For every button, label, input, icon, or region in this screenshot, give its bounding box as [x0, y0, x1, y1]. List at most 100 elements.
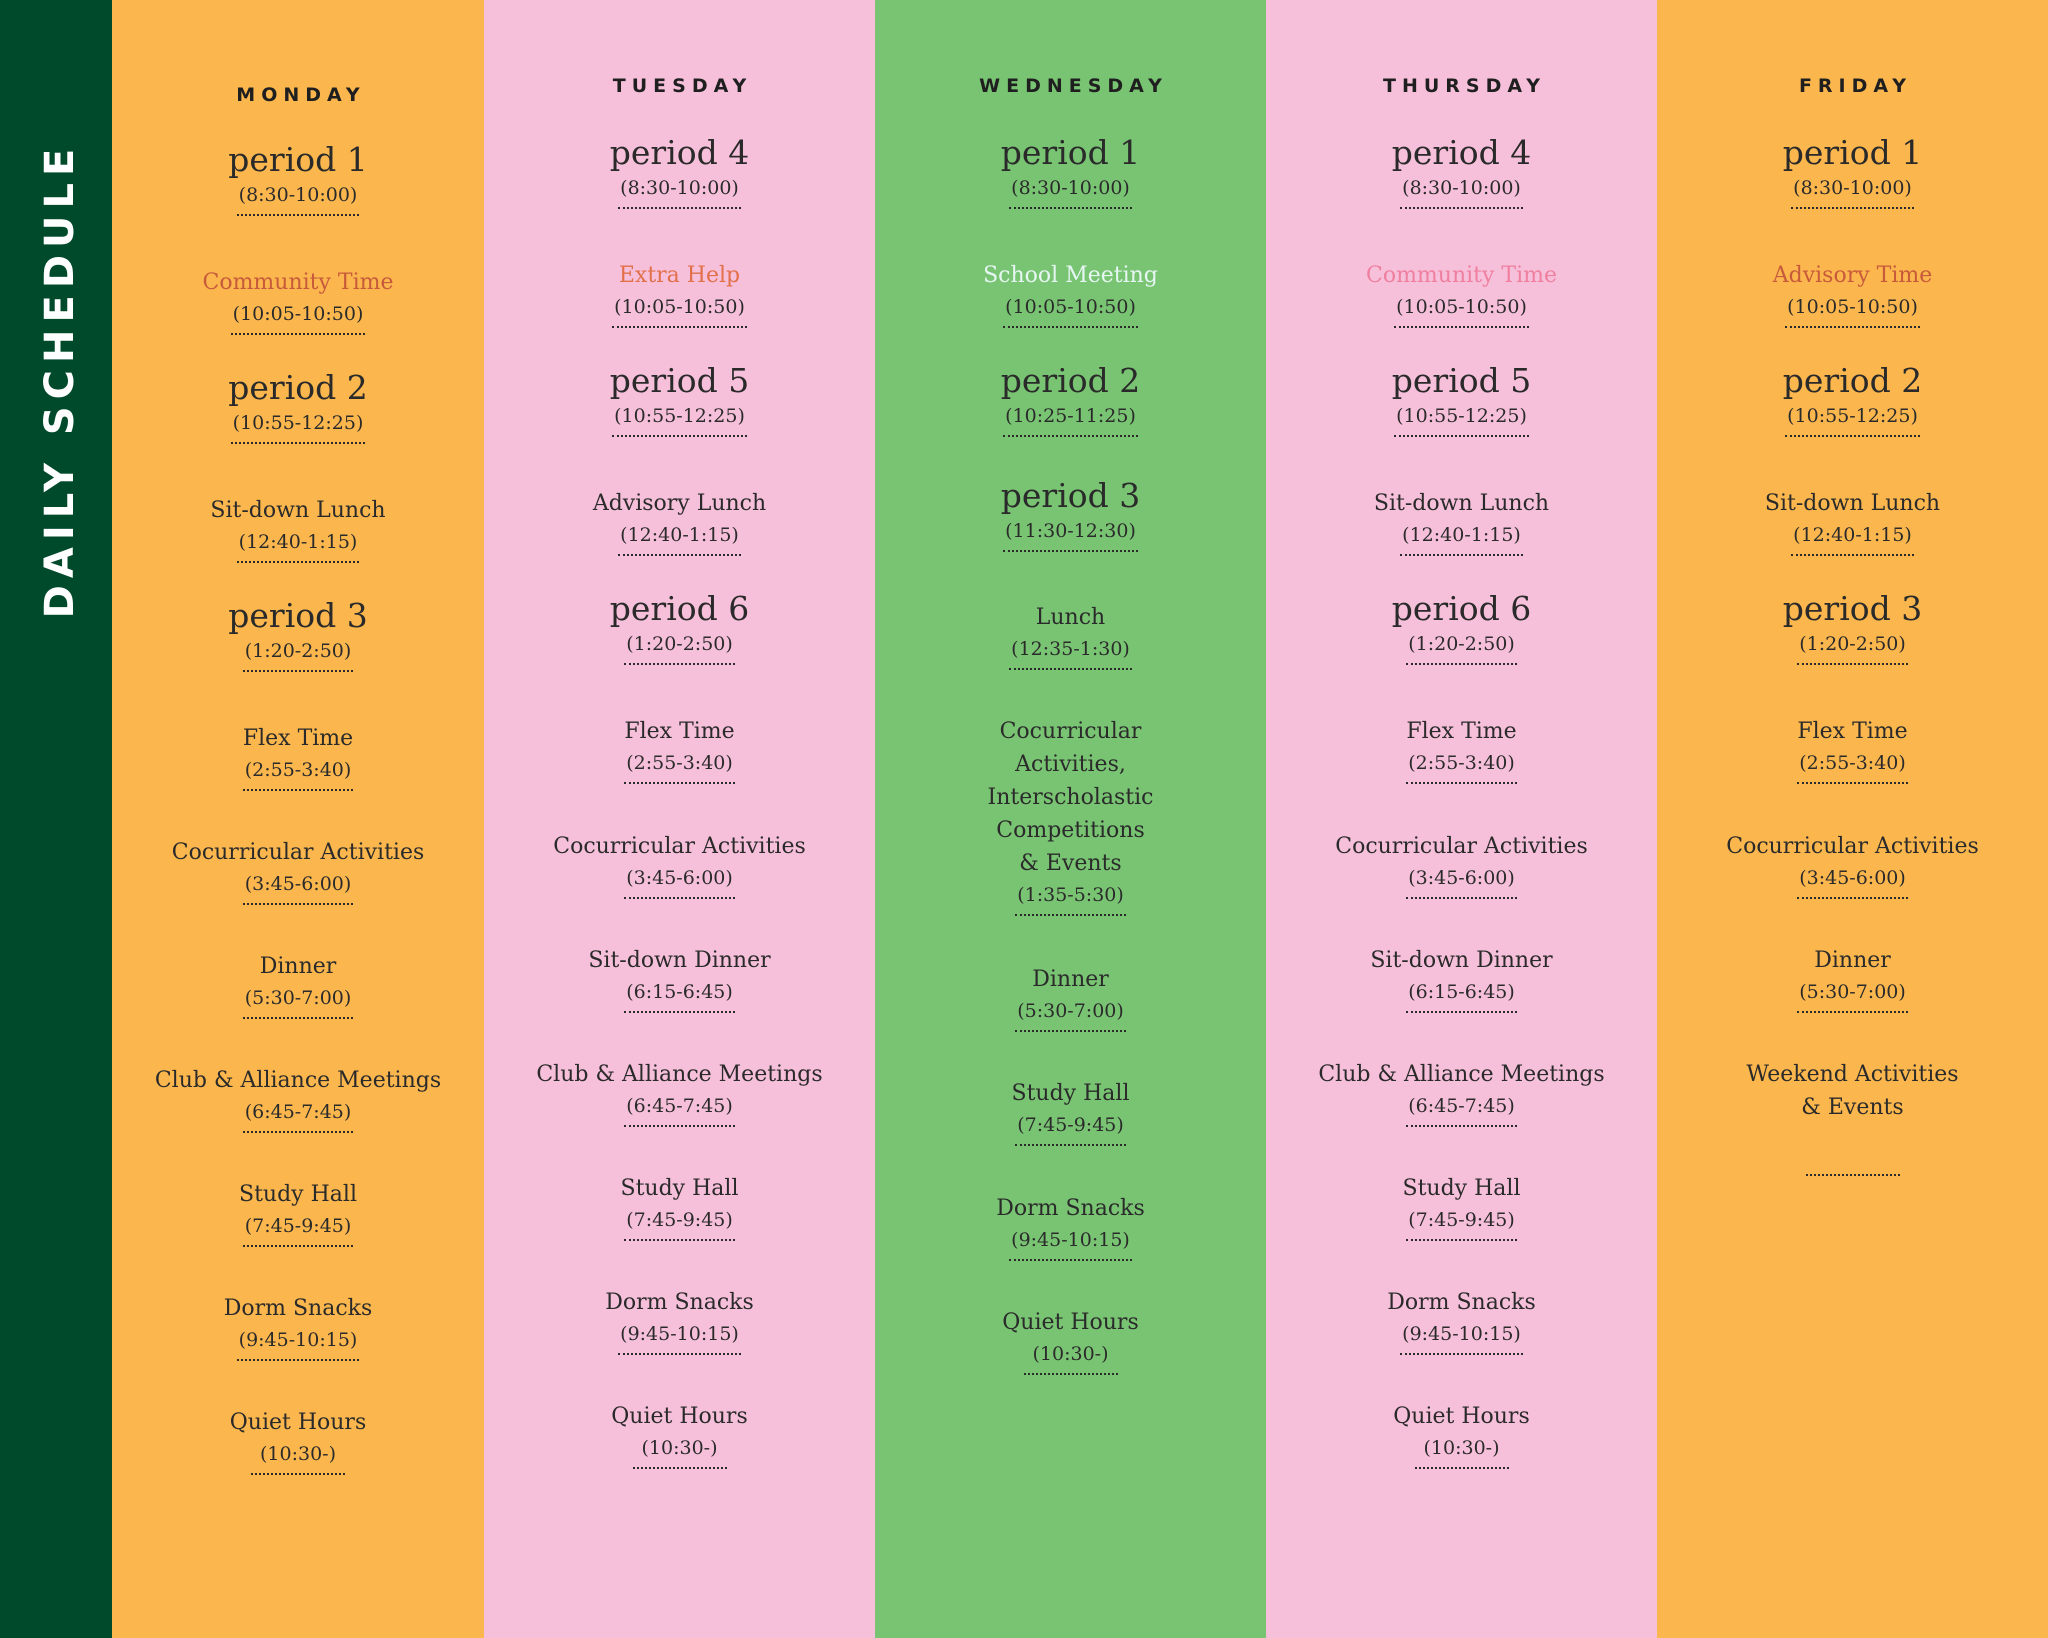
activity-label: Dorm Snacks: [223, 1296, 373, 1321]
schedule-slot: School Meeting (10:05-10:50): [875, 259, 1266, 328]
schedule-slot: Flex Time (2:55-3:40): [112, 722, 484, 791]
time-range: (9:45-10:15): [236, 1325, 360, 1361]
time-range: (8:30-10:00): [1400, 173, 1523, 209]
time-range: (1:20-2:50): [242, 636, 354, 672]
time-range: (8:30-10:00): [1009, 173, 1132, 209]
schedule-slot: period 4 (8:30-10:00): [1266, 133, 1657, 209]
schedule-slot: Dinner (5:30-7:00): [112, 950, 484, 1019]
schedule-slot: period 2 (10:25-11:25): [875, 361, 1266, 437]
time-range: (10:05-10:50): [1394, 292, 1529, 328]
activity-label: Advisory Time: [1772, 263, 1933, 288]
time-range: (2:55-3:40): [1406, 748, 1517, 784]
time-range: (10:05-10:50): [230, 299, 366, 335]
period-label: period 2: [1782, 361, 1923, 400]
schedule-slot: period 1 (8:30-10:00): [875, 133, 1266, 209]
schedule-slot: Study Hall (7:45-9:45): [875, 1077, 1266, 1146]
time-range: (10:05-10:50): [1785, 292, 1920, 328]
time-range: (3:45-6:00): [1406, 863, 1517, 899]
schedule-slot: Study Hall (7:45-9:45): [484, 1172, 875, 1241]
activity-label: Quiet Hours: [1393, 1404, 1530, 1429]
activity-label: Sit-down Lunch: [1764, 491, 1941, 516]
schedule-slot: Quiet Hours (10:30-): [1266, 1400, 1657, 1469]
time-range: (10:30-): [632, 1433, 727, 1469]
schedule-slot: period 3 (1:20-2:50): [1657, 589, 2048, 665]
schedule-slot: Cocurricular Activities (3:45-6:00): [112, 836, 484, 905]
schedule-slot: period 2 (10:55-12:25): [112, 368, 484, 444]
schedule-slot: Quiet Hours (10:30-): [484, 1400, 875, 1469]
day-header: WEDNESDAY: [979, 75, 1168, 97]
schedule-slot: Sit-down Dinner (6:15-6:45): [1266, 944, 1657, 1013]
activity-label: Cocurricular Activities: [1335, 834, 1588, 859]
activity-label: Quiet Hours: [229, 1410, 367, 1435]
time-range: (10:30-): [1414, 1433, 1509, 1469]
schedule-slot: period 1 (8:30-10:00): [1657, 133, 2048, 209]
activity-label: Dorm Snacks: [1387, 1290, 1536, 1315]
time-range: (6:45-7:45): [242, 1097, 354, 1133]
time-range: (12:40-1:15): [236, 527, 360, 563]
schedule-slot: Flex Time (2:55-3:40): [1657, 715, 2048, 784]
schedule-slot: Study Hall (7:45-9:45): [1266, 1172, 1657, 1241]
schedule-slot: Club & Alliance Meetings (6:45-7:45): [112, 1064, 484, 1133]
schedule-slot: Club & Alliance Meetings (6:45-7:45): [484, 1058, 875, 1127]
period-label: period 2: [228, 368, 368, 407]
period-label: period 3: [228, 596, 368, 635]
schedule-slot: Cocurricular Activities (3:45-6:00): [1657, 830, 2048, 899]
time-range: (3:45-6:00): [1797, 863, 1908, 899]
activity-label: Dorm Snacks: [996, 1196, 1145, 1221]
activity-label: Dinner: [259, 954, 337, 979]
time-range: (2:55-3:40): [624, 748, 735, 784]
activity-label: Extra Help: [618, 263, 741, 288]
time-range: (10:25-11:25): [1003, 401, 1138, 437]
activity-label: Quiet Hours: [611, 1404, 748, 1429]
time-range: (11:30-12:30): [1003, 516, 1138, 552]
time-range: (10:05-10:50): [612, 292, 747, 328]
schedule-slot: period 6 (1:20-2:50): [1266, 589, 1657, 665]
schedule-slot: Dinner (5:30-7:00): [1657, 944, 2048, 1013]
time-range: (10:55-12:25): [230, 408, 366, 444]
activity-label: Quiet Hours: [1002, 1310, 1139, 1335]
schedule-slot: Cocurricular Activities, Interscholastic…: [875, 715, 1266, 916]
schedule-slot: Advisory Time (10:05-10:50): [1657, 259, 2048, 328]
day-column-monday: MONDAY period 1 (8:30-10:00) Community Time…: [112, 0, 484, 1638]
day-column-wednesday: WEDNESDAY period 1 (8:30-10:00) School Meet…: [875, 0, 1266, 1638]
schedule-slot: period 6 (1:20-2:50): [484, 589, 875, 665]
time-range: (9:45-10:15): [1400, 1319, 1523, 1355]
activity-label: Study Hall: [1011, 1081, 1130, 1106]
day-column-thursday: THURSDAY period 4 (8:30-10:00) Community Ti…: [1266, 0, 1657, 1638]
schedule-slot: period 1 (8:30-10:00): [112, 140, 484, 216]
schedule-slot: Community Time (10:05-10:50): [112, 266, 484, 335]
activity-label: Sit-down Lunch: [1373, 491, 1550, 516]
schedule-columns: MONDAY period 1 (8:30-10:00) Community Time…: [112, 0, 2048, 1638]
day-header: TUESDAY: [612, 75, 753, 97]
time-range: (6:45-7:45): [1406, 1091, 1517, 1127]
schedule-slot: period 3 (11:30-12:30): [875, 476, 1266, 552]
time-range: (3:45-6:00): [242, 869, 354, 905]
schedule-slot: Sit-down Dinner (6:15-6:45): [484, 944, 875, 1013]
schedule-slot: Cocurricular Activities (3:45-6:00): [1266, 830, 1657, 899]
activity-label: Club & Alliance Meetings: [536, 1062, 823, 1087]
schedule-slot: Dorm Snacks (9:45-10:15): [1266, 1286, 1657, 1355]
period-label: period 1: [1782, 133, 1923, 172]
time-range: (7:45-9:45): [242, 1211, 354, 1247]
period-label: period 5: [609, 361, 750, 400]
time-range: (6:15-6:45): [1406, 977, 1517, 1013]
sidebar: DAILY SCHEDULE: [0, 0, 112, 1638]
day-column-tuesday: TUESDAY period 4 (8:30-10:00) Extra Help (10…: [484, 0, 875, 1638]
schedule-slot: Club & Alliance Meetings (6:45-7:45): [1266, 1058, 1657, 1127]
day-column-friday: FRIDAY period 1 (8:30-10:00) Advisory Time (…: [1657, 0, 2048, 1638]
time-range: (1:20-2:50): [1797, 629, 1908, 665]
time-range: (10:55-12:25): [612, 401, 747, 437]
activity-label: Dorm Snacks: [605, 1290, 754, 1315]
schedule-slot: period 5 (10:55-12:25): [1266, 361, 1657, 437]
schedule-slot: Sit-down Lunch (12:40-1:15): [112, 494, 484, 563]
time-range: (8:30-10:00): [236, 180, 360, 216]
schedule-slot: period 4 (8:30-10:00): [484, 133, 875, 209]
time-range: (6:15-6:45): [624, 977, 735, 1013]
activity-label: Cocurricular Activities: [553, 834, 806, 859]
schedule-slot: Extra Help (10:05-10:50): [484, 259, 875, 328]
schedule-slot: Study Hall (7:45-9:45): [112, 1178, 484, 1247]
activity-label: Lunch: [1035, 605, 1106, 630]
activity-label: Flex Time: [1797, 719, 1908, 744]
schedule-slot: Sit-down Lunch (12:40-1:15): [1266, 487, 1657, 556]
activity-label: Study Hall: [239, 1182, 357, 1207]
